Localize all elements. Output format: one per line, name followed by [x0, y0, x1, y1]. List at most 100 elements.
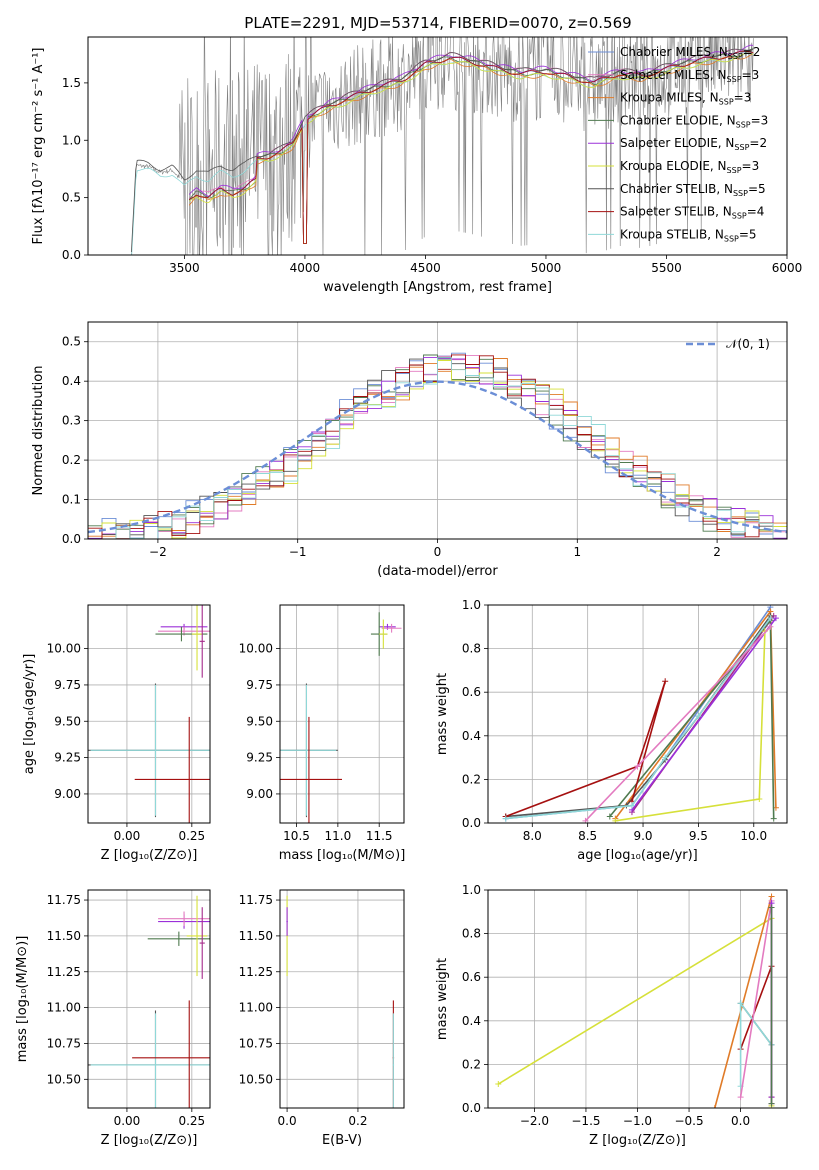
x-tick-label: −1.5: [571, 1114, 600, 1128]
x-tick-label: −2.0: [520, 1114, 549, 1128]
estimate-cross: [379, 623, 396, 630]
y-tick-label: 0.6: [462, 685, 481, 699]
estimate-cross: [280, 716, 342, 823]
weight-marker: [737, 1000, 744, 1007]
observed-spectrum: [95, 37, 754, 255]
y-tick-label: 0.0: [462, 816, 481, 830]
y-tick-label: 10.00: [47, 642, 81, 656]
x-tick-label: 4500: [410, 261, 441, 275]
x-tick-label: 0.25: [178, 1114, 205, 1128]
x-axis-label: E(B-V): [322, 1133, 362, 1148]
y-tick-label: 1.0: [62, 133, 81, 147]
axes-frame: [279, 889, 405, 1109]
axes-frame: [87, 321, 788, 540]
weight-series-chabrier-stelib: [739, 1002, 773, 1104]
histogram-kroupa-stelib: [88, 357, 787, 539]
age-vs-metallicity-panel: 0.00 0.25 9.00 9.25 9.50 9.75 10.00 Z [log₁₀(Z/…: [22, 604, 211, 863]
y-tick-label: 11.00: [47, 1001, 81, 1015]
y-tick-label: 9.75: [54, 678, 81, 692]
model-spectrum-kroupa-stelib: [131, 53, 754, 255]
weight-marker: [662, 754, 669, 761]
estimate-cross: [381, 623, 402, 633]
estimate-cross: [132, 1000, 210, 1108]
y-tick-label: 0.0: [62, 248, 81, 262]
y-tick-label: 11.75: [239, 893, 273, 907]
plot-area: [286, 895, 395, 1108]
y-tick-label: 9.25: [246, 751, 273, 765]
y-axis-label: mass weight: [435, 673, 450, 755]
weight-marker: [495, 1081, 502, 1088]
x-axis-label: Z [log₁₀(Z/Z⊙)]: [101, 848, 198, 863]
y-axis-label: mass weight: [435, 958, 450, 1040]
x-tick-label: 10.5: [283, 829, 310, 843]
x-tick-label: 0.25: [178, 829, 205, 843]
estimate-cross: [147, 931, 210, 946]
estimate-cross: [90, 1013, 210, 1108]
y-tick-label: 10.50: [239, 1072, 273, 1086]
x-tick-label: −0.5: [674, 1114, 703, 1128]
weight-marker: [737, 1094, 744, 1101]
y-tick-label: 9.75: [246, 678, 273, 692]
y-tick-label: 9.00: [246, 787, 273, 801]
plot-area: [88, 605, 210, 823]
x-tick-label: 0: [434, 545, 442, 559]
axes-frame: [487, 889, 788, 1109]
weight-marker: [770, 815, 777, 822]
legend-entry: Chabrier MILES, NSSP=2: [620, 45, 760, 61]
estimate-cross: [191, 605, 203, 671]
x-tick-label: 0.0: [278, 1114, 297, 1128]
weight-series-kroupa-elodie: [497, 916, 773, 1106]
x-axis-label: Z [log₁₀(Z/Z⊙)]: [101, 1133, 198, 1148]
y-tick-label: 11.50: [239, 929, 273, 943]
plot-area: [88, 895, 210, 1108]
y-axis-label: Flux [fλ10⁻¹⁷ erg cm⁻² s⁻¹ A⁻¹]: [31, 48, 46, 245]
weight-series-salpeter-elodie: [631, 617, 777, 811]
estimate-cross: [379, 619, 388, 649]
weight-marker: [662, 678, 669, 685]
y-tick-label: 10.00: [239, 642, 273, 656]
legend-entry: Chabrier ELODIE, NSSP=3: [620, 113, 768, 129]
x-tick-label: 5000: [531, 261, 562, 275]
x-tick-label: 6000: [772, 261, 803, 275]
plot-area: [502, 605, 779, 823]
estimate-cross: [392, 1013, 395, 1108]
y-tick-label: 11.25: [47, 965, 81, 979]
legend-entry: Kroupa MILES, NSSP=3: [620, 91, 751, 107]
x-tick-label: 0.00: [114, 829, 141, 843]
x-tick-label: 0.2: [348, 1114, 367, 1128]
weight-marker: [634, 763, 641, 770]
y-axis-label: age [log₁₀(age/yr)]: [22, 654, 37, 775]
plot-area: [280, 612, 402, 823]
axes-frame: [87, 604, 211, 824]
legend-entry: Salpeter ELODIE, NSSP=2: [620, 136, 767, 152]
y-tick-label: 0.1: [62, 493, 81, 507]
x-tick-label: 0.0: [731, 1114, 750, 1128]
y-tick-label: 10.75: [239, 1036, 273, 1050]
weight-vs-metallicity-panel: −2.0 −1.5 −1.0 −0.5 0.0 0.0 0.2 0.4 0.6 0.8 1.0 Z […: [435, 883, 788, 1148]
y-tick-label: 0.2: [462, 1057, 481, 1071]
y-tick-label: 1.0: [462, 598, 481, 612]
y-tick-label: 11.50: [47, 929, 81, 943]
x-tick-label: 9.0: [633, 829, 652, 843]
x-axis-label: wavelength [Angstrom, rest frame]: [323, 280, 552, 295]
legend-entry: Kroupa ELODIE, NSSP=3: [620, 159, 759, 175]
figure-title: PLATE=2291, MJD=53714, FIBERID=0070, z=0…: [244, 14, 631, 32]
weight-marker: [767, 615, 774, 622]
axes-frame: [279, 604, 405, 824]
weight-marker: [772, 615, 779, 622]
axes-frame: [87, 36, 788, 256]
weight-marker: [768, 904, 775, 911]
x-axis-label: (data-model)/error: [377, 564, 498, 579]
y-tick-label: 11.75: [47, 893, 81, 907]
y-tick-label: 9.00: [54, 787, 81, 801]
estimate-cross: [90, 684, 210, 816]
x-tick-label: 4000: [290, 261, 321, 275]
normal-reference-curve: [88, 380, 787, 534]
y-tick-label: 0.4: [462, 729, 481, 743]
weight-marker: [767, 623, 774, 630]
weight-series-salpeter-miles-alt: [739, 900, 773, 1104]
weight-series-chabrier-stelib: [505, 615, 772, 818]
x-tick-label: 11.0: [325, 829, 352, 843]
model-spectrum-kroupa-miles: [188, 53, 754, 244]
y-tick-label: 0.2: [62, 453, 81, 467]
